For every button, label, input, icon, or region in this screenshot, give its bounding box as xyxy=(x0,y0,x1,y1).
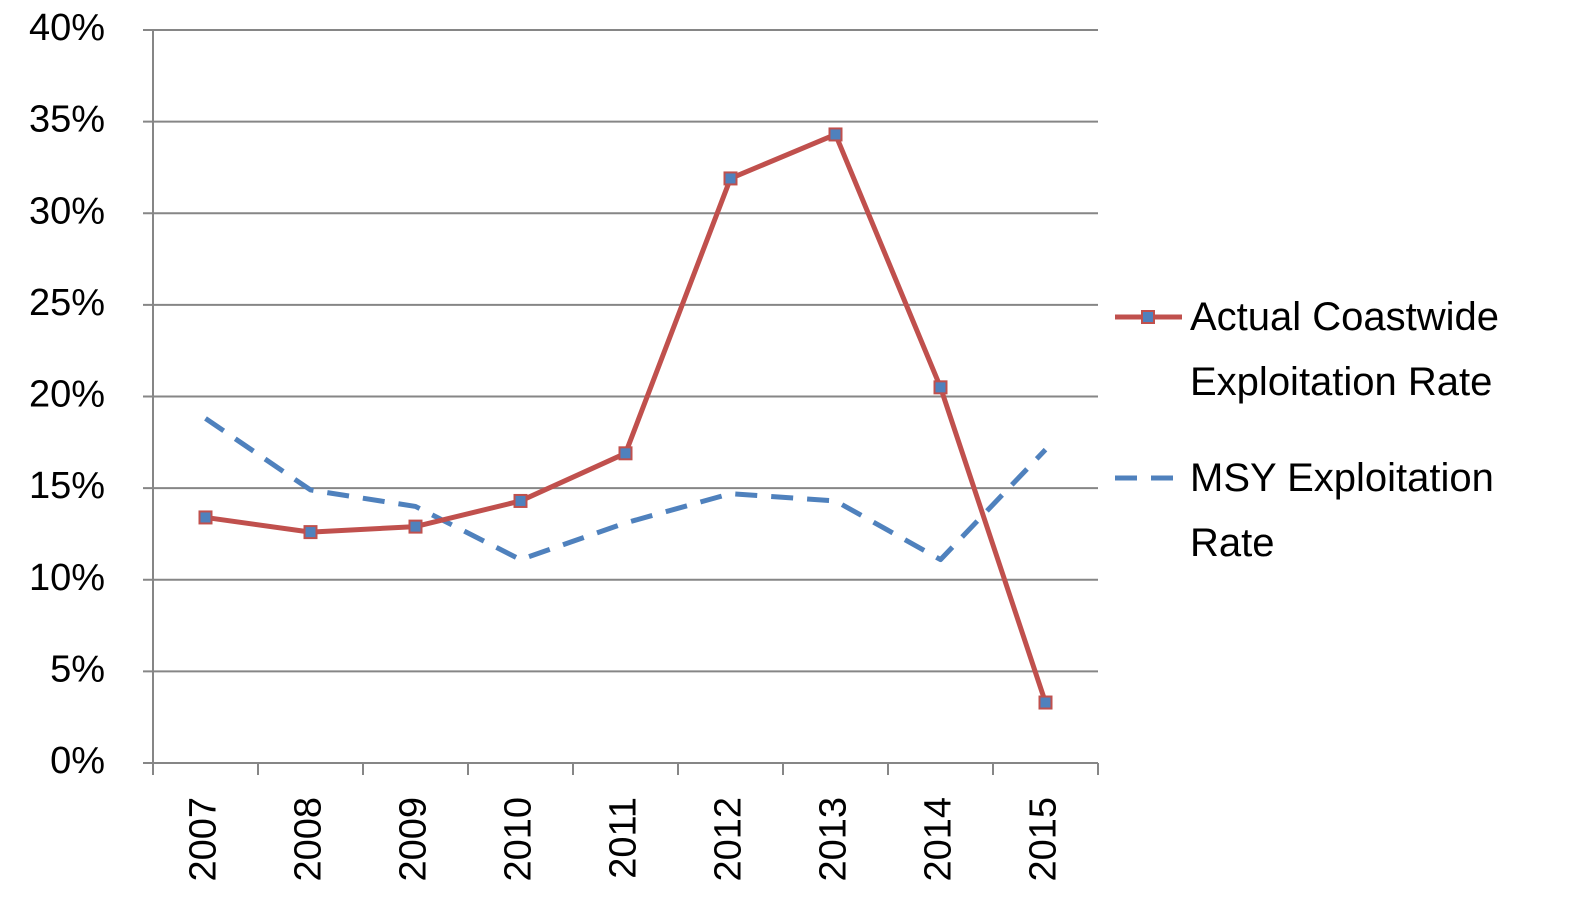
y-tick-label: 40% xyxy=(29,7,105,49)
x-tick-label: 2014 xyxy=(918,797,960,882)
y-tick-label: 15% xyxy=(29,465,105,507)
legend-label: Actual Coastwide Exploitation Rate xyxy=(1190,295,1500,404)
y-tick-label: 5% xyxy=(50,648,105,690)
point-marker xyxy=(933,380,948,395)
x-tick-label: 2007 xyxy=(183,797,225,882)
y-tick-label: 0% xyxy=(50,740,105,782)
x-tick-label: 2012 xyxy=(708,797,750,882)
y-tick-label: 35% xyxy=(29,99,105,141)
point-marker xyxy=(408,519,423,534)
x-tick-label: 2011 xyxy=(603,797,645,879)
point-marker xyxy=(513,493,528,508)
series-line xyxy=(204,416,1048,563)
x-tick-label: 2013 xyxy=(813,797,855,882)
point-marker xyxy=(828,127,843,142)
y-tick-label: 10% xyxy=(29,557,105,599)
x-tick-label: 2015 xyxy=(1023,797,1065,882)
point-marker xyxy=(618,446,633,461)
y-tick-label: 30% xyxy=(29,190,105,232)
legend-label: MSY Exploitation Rate xyxy=(1190,456,1494,565)
point-marker xyxy=(723,171,738,186)
legend-marker xyxy=(1141,310,1155,324)
point-marker xyxy=(198,510,213,525)
x-tick-label: 2009 xyxy=(393,797,435,882)
x-tick-label: 2008 xyxy=(288,797,330,882)
point-marker xyxy=(303,525,318,540)
x-tick-label: 2010 xyxy=(498,797,540,882)
y-tick-label: 20% xyxy=(29,374,105,416)
y-tick-label: 25% xyxy=(29,282,105,324)
point-marker xyxy=(1038,695,1053,710)
series-line xyxy=(205,131,1048,704)
